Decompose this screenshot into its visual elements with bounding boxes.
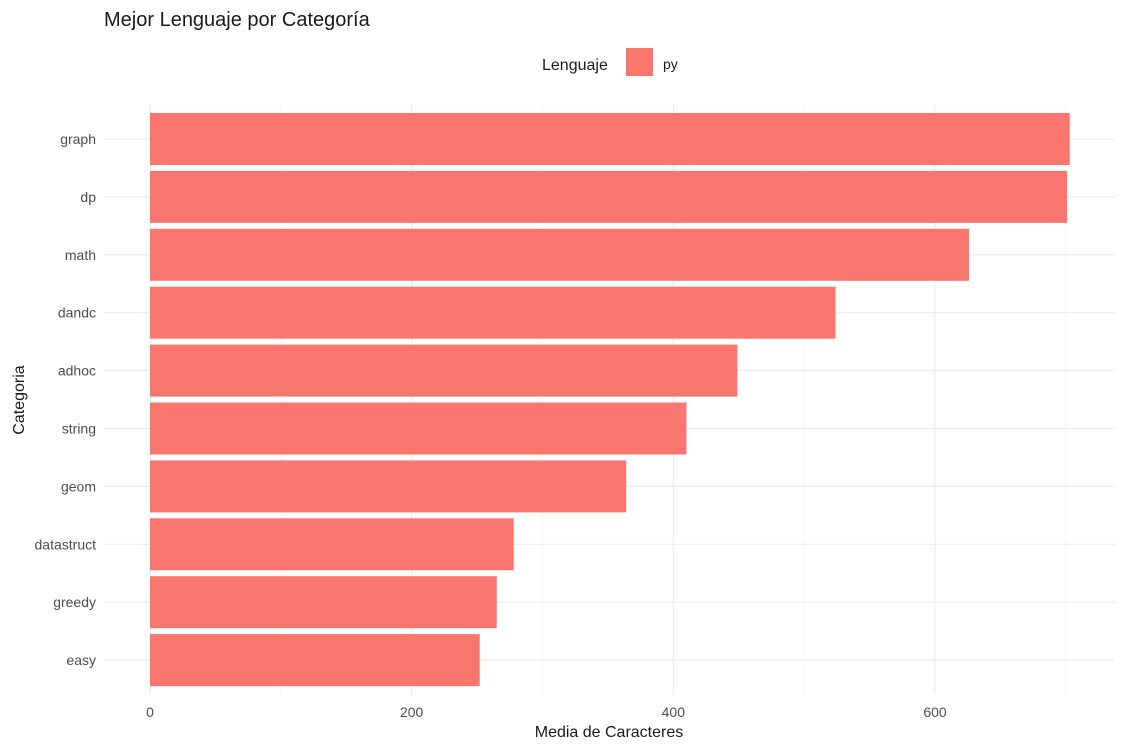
chart-title: Mejor Lenguaje por Categoría: [104, 9, 371, 31]
y-tick-label: string: [62, 421, 96, 437]
bar-geom: [150, 460, 627, 513]
y-tick-label: easy: [66, 652, 96, 668]
y-tick-label: geom: [61, 478, 96, 494]
y-tick-label: math: [65, 247, 96, 263]
x-tick-label: 400: [662, 704, 686, 720]
bars: [150, 113, 1070, 687]
legend-title: Lenguaje: [542, 57, 608, 74]
bar-adhoc: [150, 344, 738, 397]
y-axis-title: Categoria: [11, 365, 28, 434]
bar-dp: [150, 170, 1068, 223]
y-axis-ticks: graph dp math dandc adhoc string geom datastruc…: [35, 131, 97, 668]
bar-dandc: [150, 286, 836, 339]
y-tick-label: datastruct: [35, 536, 97, 552]
legend-swatch-py: [626, 48, 653, 76]
x-tick-label: 0: [146, 704, 154, 720]
legend: Lenguaje py: [542, 48, 678, 76]
y-tick-label: dp: [80, 189, 96, 205]
bar-greedy: [150, 576, 497, 629]
bar-string: [150, 402, 687, 455]
bar-graph: [150, 113, 1070, 165]
bar-datastruct: [150, 518, 514, 571]
x-axis-title: Media de Caracteres: [535, 724, 684, 741]
y-tick-label: graph: [60, 131, 96, 147]
y-tick-label: adhoc: [58, 363, 96, 379]
legend-label-py: py: [663, 56, 678, 72]
x-axis-ticks: 0 200 400 600: [146, 704, 947, 720]
bar-easy: [150, 634, 480, 687]
x-tick-label: 200: [400, 704, 424, 720]
y-tick-label: greedy: [53, 594, 96, 610]
y-tick-label: dandc: [58, 305, 96, 321]
x-tick-label: 600: [923, 704, 947, 720]
bar-math: [150, 228, 970, 281]
